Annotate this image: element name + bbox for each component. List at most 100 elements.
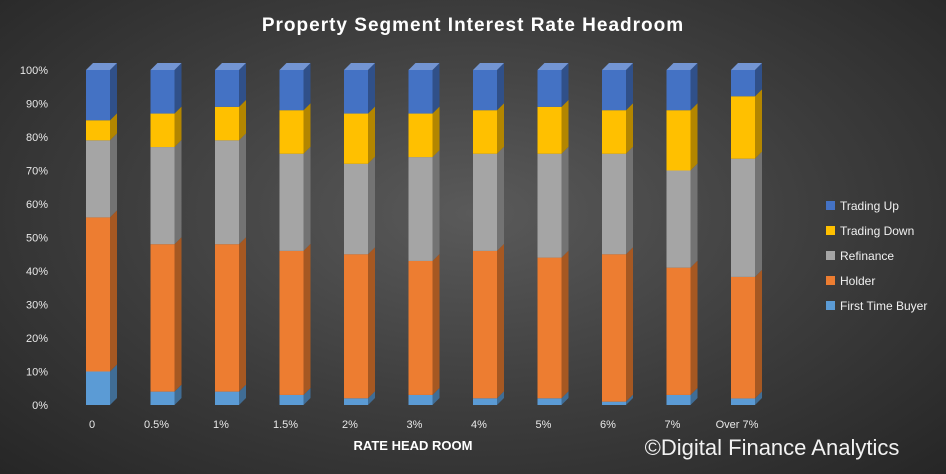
bar-segment-side [303, 103, 311, 154]
bar-segment-side [561, 146, 569, 258]
bar-stack [602, 63, 633, 405]
y-axis: 0% 10% 20% 30% 40% 50% 60% 70% 80% 90% 100% [20, 65, 48, 412]
bar-segment-front [408, 394, 433, 405]
legend-swatch [826, 251, 835, 260]
y-tick-label: 90% [26, 99, 48, 111]
bar-segment [473, 391, 504, 405]
bar-segment-side [755, 391, 762, 405]
bar-segment [215, 133, 246, 245]
bar-stack [408, 63, 440, 405]
y-tick-label: 80% [26, 132, 48, 144]
legend-item: Holder [826, 274, 875, 288]
chart-title: Property Segment Interest Rate Headroom [262, 15, 684, 36]
bar-segment-front [150, 244, 175, 392]
bar-segment-front [731, 158, 755, 277]
bar-segment-front [731, 96, 755, 159]
bar-segment-front [279, 394, 304, 405]
bar-segment-side [174, 106, 182, 148]
bar-segment-side [174, 140, 182, 245]
bar-segment-front [602, 110, 626, 154]
x-tick-label: 1% [213, 419, 229, 431]
bar-segment-front [602, 254, 626, 402]
bar-segment-front [215, 244, 239, 392]
legend-label: Trading Down [840, 224, 914, 238]
bar-segment-front [537, 257, 562, 399]
bar-segment [279, 63, 311, 111]
bar-segment-side [626, 146, 633, 255]
bar-segment [666, 387, 698, 405]
y-tick-label: 40% [26, 266, 48, 278]
bar-segment [537, 250, 569, 399]
bar-segment-side [239, 237, 246, 392]
bar-segment-front [150, 113, 175, 148]
bar-segment-front [666, 170, 691, 268]
bar-segment-front [602, 153, 626, 255]
bar-segment [215, 63, 246, 107]
bar-segment [473, 63, 504, 111]
bar-segment-side [626, 394, 633, 405]
bar-segment-front [602, 70, 626, 111]
bar-segment-side [690, 163, 698, 268]
bar-segment-side [497, 146, 504, 251]
bar-segment-front [537, 106, 562, 154]
bar-segment-front [279, 110, 304, 154]
x-tick-label: 5% [536, 419, 552, 431]
x-tick-label: 1.5% [273, 419, 298, 431]
y-tick-label: 0% [32, 400, 48, 412]
bar-segment-front [602, 401, 626, 405]
bar-segment-side [110, 133, 117, 218]
bar-stack [731, 63, 762, 405]
bar-stack [344, 63, 375, 405]
bar-segment-side [755, 151, 762, 277]
bar-segment-front [279, 70, 304, 111]
bar-segment [150, 140, 182, 245]
bar-segment-side [690, 63, 698, 111]
bar-segment [666, 103, 698, 171]
y-tick-label: 60% [26, 199, 48, 211]
bar-segment [150, 63, 182, 114]
bar-segment-front [666, 394, 691, 405]
watermark: ©Digital Finance Analytics [645, 435, 900, 460]
bar-segment [473, 146, 504, 251]
bar-segment [344, 106, 375, 164]
bar-segment [731, 269, 762, 399]
bar-segment-top [150, 63, 182, 70]
bar-segment-side [561, 99, 569, 154]
bar-segment-front [731, 70, 755, 97]
bar-segment-front [215, 106, 239, 141]
legend-item: Refinance [826, 249, 894, 263]
bar-segment-front [537, 398, 562, 405]
bar-segment-top [731, 63, 762, 70]
bar-segment-top [279, 63, 311, 70]
bar-segment [86, 63, 117, 121]
bar-segment-front [473, 153, 497, 251]
bar-segment-front [666, 267, 691, 395]
bar-segment-side [110, 63, 117, 121]
bar-segment-front [150, 147, 175, 245]
bar-segment-side [174, 237, 182, 392]
bar-segment-top [602, 63, 633, 70]
bar-segment [666, 163, 698, 268]
bar-segment [279, 387, 311, 405]
bars [86, 63, 762, 405]
x-tick-label: 7% [665, 419, 681, 431]
y-tick-label: 20% [26, 333, 48, 345]
bar-segment-front [86, 371, 110, 405]
bar-segment-front [731, 276, 755, 399]
bar-segment-side [497, 391, 504, 405]
legend-swatch [826, 276, 835, 285]
x-tick-label: 0 [89, 419, 95, 431]
bar-segment-front [215, 391, 239, 405]
bar-segment [537, 391, 569, 405]
y-tick-label: 30% [26, 300, 48, 312]
bar-segment [215, 99, 246, 141]
bar-segment-side [561, 63, 569, 107]
bar-segment [408, 253, 440, 395]
bar-segment-side [368, 391, 375, 405]
bar-stack [537, 63, 569, 405]
bar-segment-side [755, 269, 762, 399]
bar-segment-side [432, 253, 440, 395]
bar-segment [344, 63, 375, 114]
bar-segment [731, 391, 762, 405]
bar-segment [408, 106, 440, 158]
